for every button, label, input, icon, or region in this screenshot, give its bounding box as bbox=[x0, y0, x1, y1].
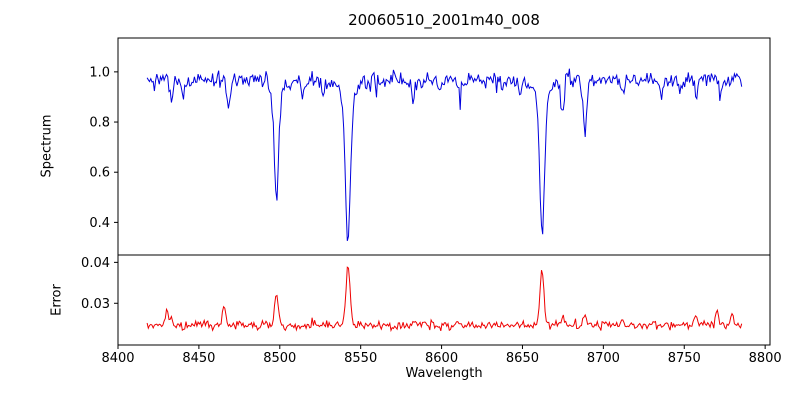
error-panel bbox=[117, 254, 771, 346]
x-tick-label: 8600 bbox=[425, 351, 458, 366]
x-tick-label: 8800 bbox=[749, 351, 782, 366]
spectrum-y-tick-label: 0.4 bbox=[89, 216, 110, 231]
spectrum-y-tick-label: 1.0 bbox=[89, 65, 110, 80]
x-tick-label: 8400 bbox=[101, 351, 134, 366]
chart-title: 20060510_2001m40_008 bbox=[348, 11, 540, 29]
spectrum-y-tick-label: 0.8 bbox=[89, 116, 110, 131]
spectrum-panel bbox=[117, 37, 771, 256]
x-tick-label: 8550 bbox=[344, 351, 377, 366]
x-tick-label: 8700 bbox=[587, 351, 620, 366]
x-tick-label: 8750 bbox=[668, 351, 701, 366]
spectrum-line bbox=[146, 68, 743, 242]
error-line bbox=[146, 266, 743, 333]
error-y-tick-label: 0.03 bbox=[81, 297, 110, 312]
x-tick-label: 8650 bbox=[506, 351, 539, 366]
error-y-tick-label: 0.04 bbox=[81, 256, 110, 271]
x-tick-label: 8450 bbox=[182, 351, 215, 366]
x-tick-label: 8500 bbox=[263, 351, 296, 366]
wavelength-axis-label: Wavelength bbox=[405, 366, 483, 381]
spectrum-y-tick-label: 0.6 bbox=[89, 166, 110, 181]
